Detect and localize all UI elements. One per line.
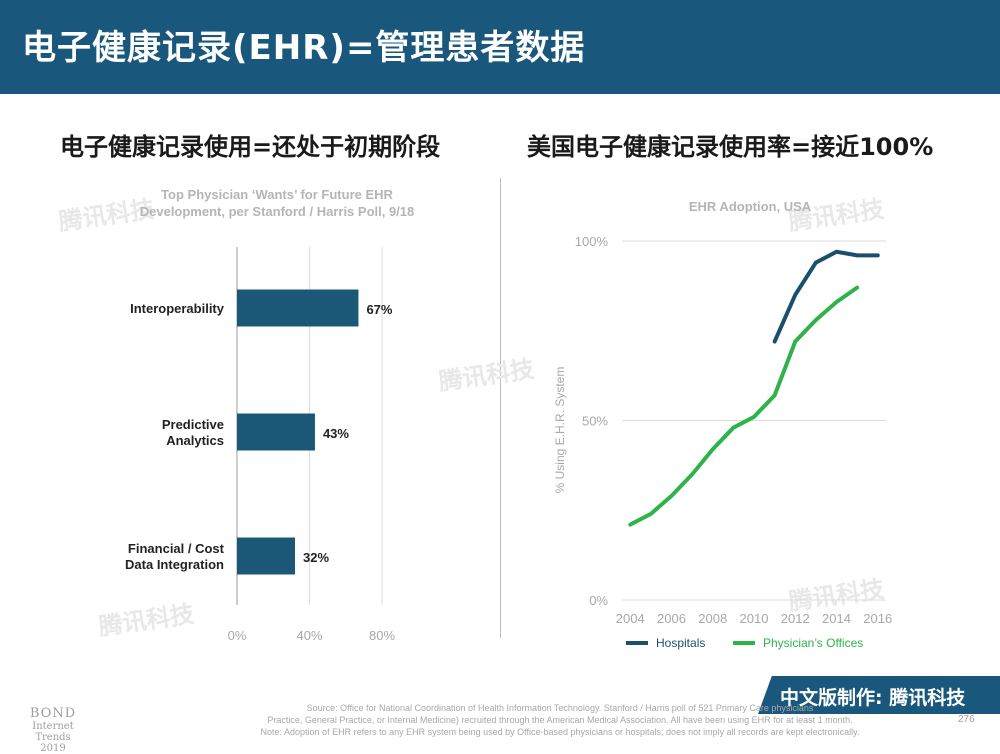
- line-y-tick-label: 0%: [589, 593, 608, 608]
- line-x-tick-label: 2012: [781, 611, 810, 626]
- bar-value-label: 67%: [366, 302, 392, 317]
- series-line: [628, 285, 860, 527]
- line-y-axis-label: % Using E.H.R. System: [553, 367, 567, 494]
- line-x-tick-label: 2006: [657, 611, 686, 626]
- line-x-tick-label: 2016: [863, 611, 892, 626]
- bar-chart-title: Top Physician ‘Wants’ for Future EHR: [161, 187, 393, 202]
- line-x-tick-label: 2010: [740, 611, 769, 626]
- bond-year: 2019: [40, 743, 66, 754]
- bond-report: Internet Trends: [32, 721, 74, 743]
- source-note: Source: Office for National Coordination…: [210, 702, 910, 738]
- bar-x-tick-label: 0%: [228, 628, 247, 643]
- bar: [237, 289, 359, 327]
- watermark-text: 腾讯科技: [97, 600, 197, 641]
- legend-label: Physician’s Offices: [763, 636, 863, 650]
- line-x-tick-label: 2004: [616, 611, 645, 626]
- right-subtitle: 美国电子健康记录使用率=接近100%: [527, 133, 934, 161]
- line-x-tick-label: 2014: [822, 611, 851, 626]
- source-line: Note: Adoption of EHR refers to any EHR …: [260, 727, 860, 737]
- header-bar: 电子健康记录(EHR)=管理患者数据: [0, 0, 1000, 94]
- bar-x-tick-label: 40%: [296, 628, 322, 643]
- series-line: [772, 249, 880, 344]
- page-number: 276: [958, 714, 975, 725]
- legend-label: Hospitals: [656, 636, 705, 650]
- left-subtitle: 电子健康记录使用=还处于初期阶段: [60, 133, 441, 161]
- source-line: Practice, General Practice, or Internal …: [267, 715, 853, 725]
- bond-logo: BOND Internet Trends 2019: [18, 706, 88, 754]
- line-chart-title: EHR Adoption, USA: [689, 199, 812, 214]
- source-line: Source: Office for National Coordination…: [306, 703, 814, 713]
- line-x-tick-label: 2008: [698, 611, 727, 626]
- footer-credit: 中文版制作: 腾讯科技: [780, 687, 966, 709]
- watermark-text: 腾讯科技: [437, 355, 537, 396]
- bar-category-label: Predictive: [162, 417, 224, 432]
- page-title: 电子健康记录(EHR)=管理患者数据: [22, 28, 586, 68]
- watermark-text: 腾讯科技: [787, 575, 887, 616]
- bar: [237, 413, 315, 451]
- bar-value-label: 32%: [303, 550, 329, 565]
- bar-category-label: Analytics: [166, 433, 224, 448]
- bar-x-tick-label: 80%: [369, 628, 395, 643]
- line-y-tick-label: 50%: [582, 414, 608, 429]
- bar-value-label: 43%: [323, 426, 349, 441]
- bar: [237, 537, 295, 575]
- bar-category-label: Interoperability: [130, 301, 225, 316]
- bar-category-label: Data Integration: [125, 557, 224, 572]
- line-y-tick-label: 100%: [575, 234, 609, 249]
- bar-chart-title: Development, per Stanford / Harris Poll,…: [140, 204, 415, 219]
- bar-category-label: Financial / Cost: [128, 541, 225, 556]
- panel-divider: [500, 178, 501, 638]
- bond-name: BOND: [29, 706, 77, 721]
